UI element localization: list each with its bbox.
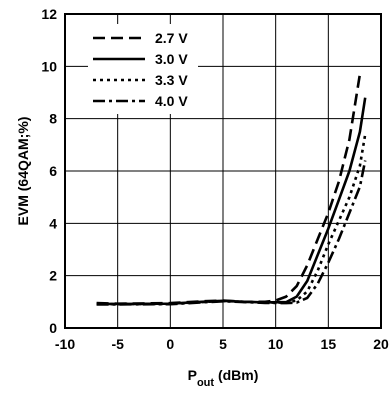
y-tick-label-3: 6	[49, 163, 57, 179]
y-tick-label-0: 0	[49, 320, 57, 336]
x-axis-label-unit: (dBm)	[214, 367, 258, 383]
x-tick-labels: -10 -5 0 5 10 15 20	[55, 336, 389, 352]
x-tick-label-3: 5	[219, 336, 227, 352]
legend-label-3: 4.0 V	[155, 93, 188, 109]
x-tick-label-0: -10	[55, 336, 75, 352]
y-tick-label-2: 4	[49, 215, 57, 231]
x-tick-label-4: 10	[268, 336, 284, 352]
x-axis-label-subscript: out	[197, 377, 214, 389]
legend-background	[88, 24, 198, 114]
series-line-4-0-v	[96, 160, 367, 306]
plot-frame	[64, 13, 382, 329]
legend-label-2: 3.3 V	[155, 72, 188, 88]
y-tick-labels: 0 2 4 6 8 10 12	[41, 6, 57, 336]
x-axis-label-main: P	[188, 367, 197, 383]
legend-label-1: 3.0 V	[155, 51, 188, 67]
x-tick-label-1: -5	[111, 336, 124, 352]
series-line-2-7-v	[96, 73, 362, 305]
legend: 2.7 V 3.0 V 3.3 V 4.0 V	[93, 30, 188, 109]
x-axis-label: Pout (dBm)	[188, 367, 259, 389]
y-tick-label-4: 8	[49, 111, 57, 127]
y-tick-label-5: 10	[41, 58, 57, 74]
y-axis-label: EVM (64QAM;%)	[15, 117, 31, 226]
x-tick-label-6: 20	[373, 336, 389, 352]
series-line-3-0-v	[96, 97, 367, 306]
x-tick-label-2: 0	[166, 336, 174, 352]
y-tick-label-1: 2	[49, 268, 57, 284]
x-tick-label-5: 15	[321, 336, 337, 352]
series-group	[96, 73, 367, 306]
legend-label-0: 2.7 V	[155, 30, 188, 46]
y-tick-label-6: 12	[41, 6, 57, 22]
